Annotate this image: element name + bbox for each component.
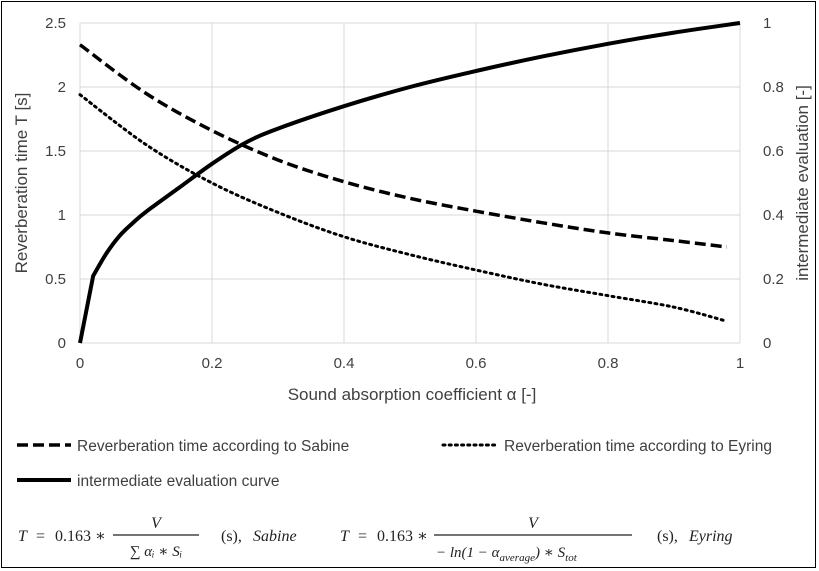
svg-text:∑ αᵢ ∗ Sᵢ: ∑ αᵢ ∗ Sᵢ [130, 544, 182, 560]
y-right-tick-label: 1 [763, 15, 771, 32]
y-right-axis-ticks: 0 0.2 0.4 0.6 0.8 1 [763, 15, 784, 352]
x-tick-label: 0.8 [598, 355, 619, 372]
x-tick-label: 0.4 [334, 355, 355, 372]
x-tick-label: 0 [76, 355, 84, 372]
y-left-tick-label: 2.5 [45, 15, 66, 32]
svg-text:T: T [340, 528, 350, 545]
svg-text:0.163 ∗: 0.163 ∗ [55, 528, 106, 545]
intermediate-evaluation-curve [78, 21, 741, 344]
x-axis-ticks: 0 0.2 0.4 0.6 0.8 1 [76, 355, 744, 372]
x-axis-title: Sound absorption coefficient α [-] [288, 385, 537, 404]
svg-text:V: V [151, 515, 163, 532]
y-left-axis-title: Reverberation time T [s] [12, 93, 31, 274]
chart-series [78, 21, 741, 344]
legend-label-intermediate: intermediate evaluation curve [77, 473, 279, 490]
svg-text:− ln(1 − αaverage) ∗ Stot: − ln(1 − αaverage) ∗ Stot [436, 545, 578, 564]
y-left-tick-label: 1 [58, 207, 66, 224]
y-right-tick-label: 0.2 [763, 271, 784, 288]
eyring-formula: T = 0.163 ∗ V − ln(1 − αaverage) ∗ Stot … [340, 515, 733, 564]
y-right-tick-label: 0 [763, 335, 771, 352]
eyring-curve [78, 93, 729, 323]
svg-text:T: T [18, 528, 28, 545]
svg-text:=: = [36, 528, 45, 545]
y-right-axis-title: intermediate evaluation [-] [793, 85, 812, 281]
y-right-tick-label: 0.8 [763, 79, 784, 96]
sabine-formula: T = 0.163 ∗ V ∑ αᵢ ∗ Sᵢ (s), Sabine [18, 515, 297, 560]
svg-text:Eyring: Eyring [688, 528, 733, 545]
x-tick-label: 0.2 [202, 355, 223, 372]
legend: Reverberation time according to Sabine R… [17, 438, 772, 490]
x-tick-label: 0.6 [466, 355, 487, 372]
y-left-tick-label: 2 [58, 79, 66, 96]
chart-grid [79, 22, 741, 344]
svg-text:0.163 ∗: 0.163 ∗ [377, 528, 428, 545]
legend-label-eyring: Reverberation time according to Eyring [504, 438, 772, 455]
svg-text:=: = [358, 528, 367, 545]
svg-text:(s),: (s), [221, 528, 242, 545]
y-left-tick-label: 0 [58, 335, 66, 352]
sabine-curve [78, 43, 728, 249]
legend-label-sabine: Reverberation time according to Sabine [77, 438, 349, 455]
y-right-tick-label: 0.6 [763, 143, 784, 160]
y-left-axis-ticks: 0 0.5 1 1.5 2 2.5 [45, 15, 66, 352]
x-tick-label: 1 [736, 355, 744, 372]
y-left-tick-label: 1.5 [45, 143, 66, 160]
y-right-tick-label: 0.4 [763, 207, 784, 224]
svg-text:Sabine: Sabine [253, 528, 297, 545]
y-left-tick-label: 0.5 [45, 271, 66, 288]
svg-text:(s),: (s), [657, 528, 678, 545]
svg-text:V: V [528, 515, 540, 532]
